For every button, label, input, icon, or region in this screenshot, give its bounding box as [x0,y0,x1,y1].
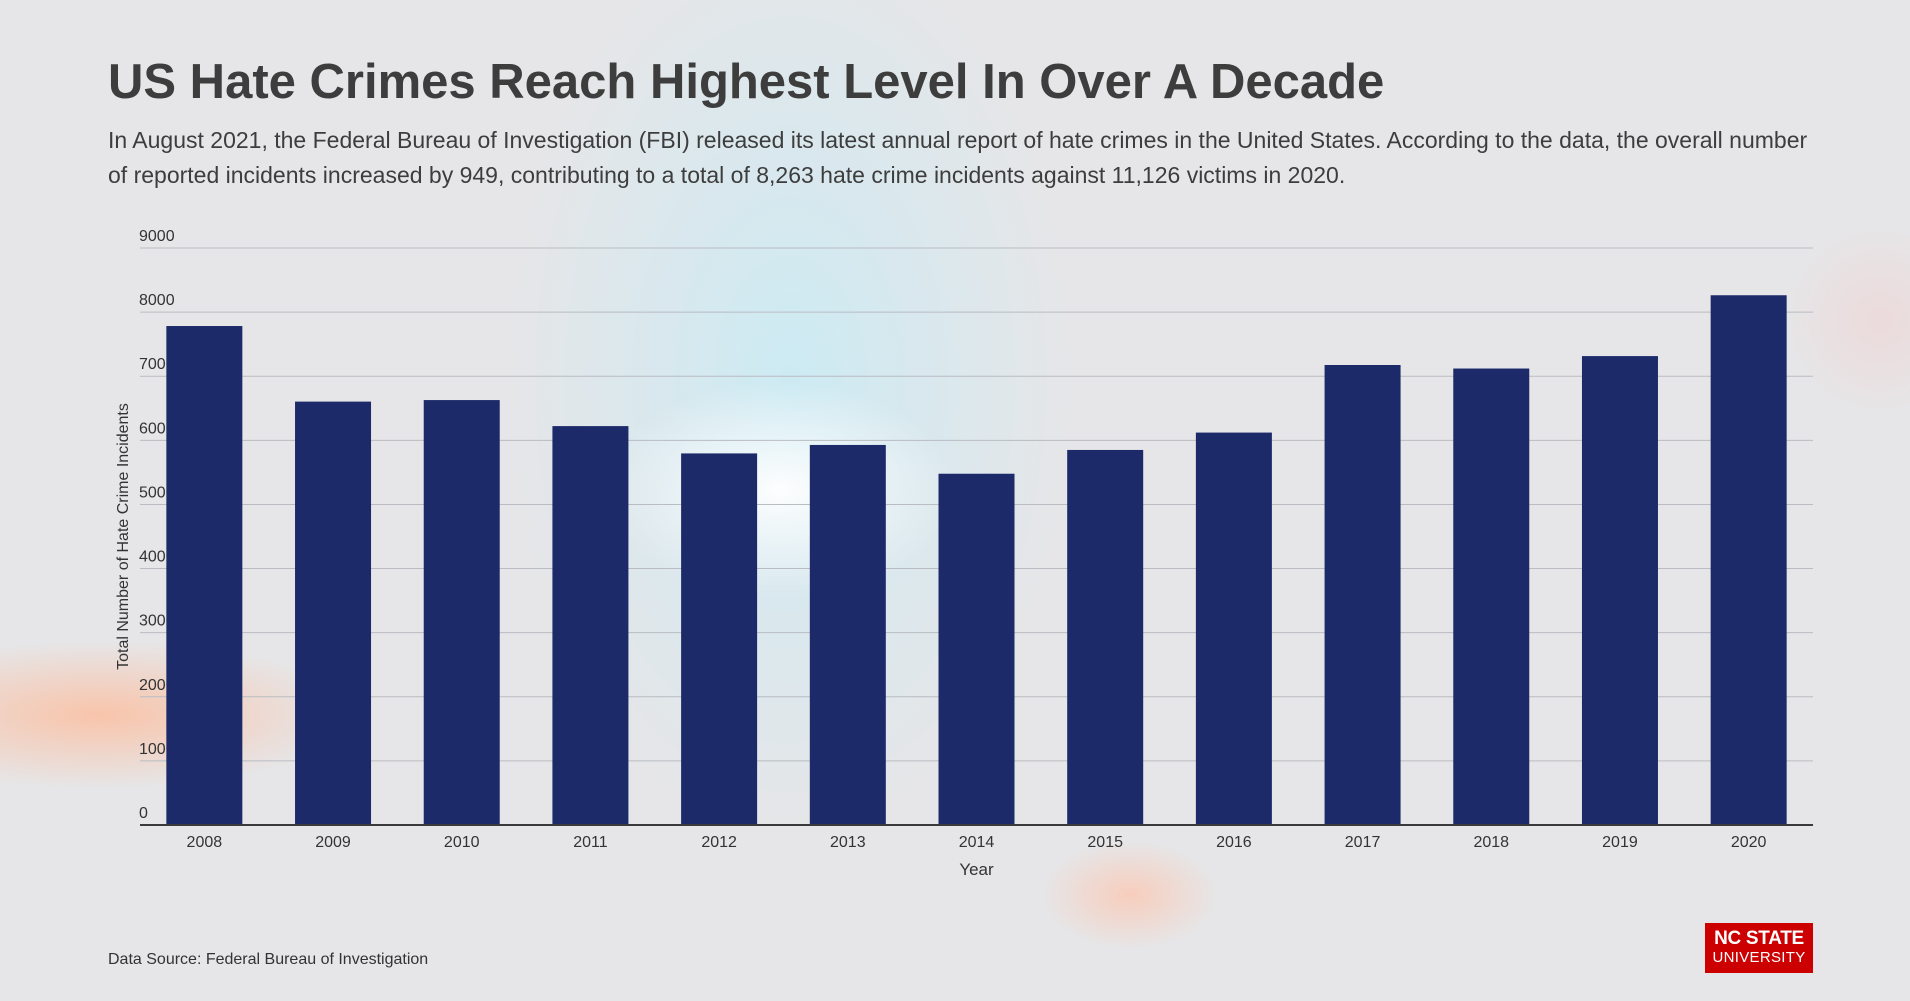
y-tick-label: 7000 [139,356,175,373]
y-tick-label: 0 [139,805,148,822]
bar-2016 [1195,432,1272,825]
bar-2020 [1710,295,1787,825]
bar-2014 [938,473,1015,825]
x-tick-label: 2012 [701,834,737,851]
x-tick-label: 2013 [830,834,866,851]
bar-2017 [1324,365,1401,825]
page-title: US Hate Crimes Reach Highest Level In Ov… [108,55,1385,109]
y-tick-label: 1000 [139,741,175,758]
bar-2015 [1067,449,1144,825]
bar-2013 [809,444,886,825]
bar-2008 [166,326,243,825]
x-tick-label: 2010 [444,834,480,851]
logo-line1: NC STATE [1714,928,1804,949]
data-source-note: Data Source: Federal Bureau of Investiga… [108,951,429,968]
y-tick-label: 9000 [139,228,175,245]
x-tick-label: 2011 [573,834,608,851]
x-tick-label: 2018 [1473,834,1509,851]
x-tick-label: 2014 [959,834,995,851]
y-tick-label: 4000 [139,549,175,566]
bar-2012 [681,453,758,825]
bars [166,295,1787,825]
x-tick-label: 2019 [1602,834,1638,851]
x-tick-label: 2016 [1216,834,1252,851]
y-axis-ticks: 0 1000 2000 3000 4000 5000 6000 7000 8000 9000 [139,228,175,822]
y-tick-label: 2000 [139,677,175,694]
x-axis-label: Year [959,860,994,879]
bar-2019 [1581,356,1658,825]
y-tick-label: 8000 [139,292,175,309]
x-axis-ticks: 2008 2009 2010 2011 2012 2013 2014 2015 2016 2017… [187,834,1767,851]
bar-2018 [1453,368,1530,825]
x-tick-label: 2017 [1345,834,1381,851]
y-tick-label: 3000 [139,613,175,630]
x-tick-label: 2008 [187,834,223,851]
logo-line2: UNIVERSITY [1712,949,1806,966]
bar-2009 [295,401,372,825]
y-axis-label: Total Number of Hate Crime Incidents [115,403,132,670]
bar-2010 [423,400,500,825]
x-tick-label: 2015 [1087,834,1123,851]
bar-2011 [552,426,629,825]
page-subtitle: In August 2021, the Federal Bureau of In… [108,127,1808,188]
x-tick-label: 2020 [1731,834,1767,851]
x-tick-label: 2009 [315,834,351,851]
ncstate-logo: NC STATE UNIVERSITY [1705,923,1813,973]
y-tick-label: 6000 [139,420,175,437]
y-tick-label: 5000 [139,484,175,501]
